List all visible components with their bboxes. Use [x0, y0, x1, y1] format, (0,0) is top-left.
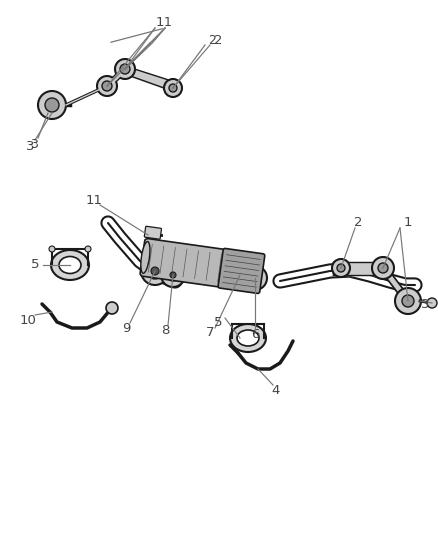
Circle shape	[249, 272, 261, 284]
Ellipse shape	[51, 250, 89, 280]
Text: 10: 10	[20, 314, 36, 327]
Circle shape	[38, 91, 66, 119]
Circle shape	[427, 298, 437, 308]
Text: 2: 2	[354, 215, 362, 229]
Circle shape	[49, 246, 55, 252]
Circle shape	[170, 272, 176, 278]
Circle shape	[169, 84, 177, 92]
Text: 8: 8	[161, 325, 169, 337]
Circle shape	[151, 267, 159, 275]
FancyBboxPatch shape	[140, 239, 230, 287]
Circle shape	[402, 295, 414, 307]
Circle shape	[230, 265, 250, 285]
Ellipse shape	[141, 241, 150, 273]
Circle shape	[372, 257, 394, 279]
Circle shape	[332, 259, 350, 277]
Circle shape	[167, 269, 179, 281]
Ellipse shape	[237, 330, 259, 346]
FancyBboxPatch shape	[145, 227, 162, 239]
Text: 9: 9	[122, 322, 130, 335]
Circle shape	[147, 263, 163, 279]
Text: 3: 3	[30, 139, 38, 151]
Circle shape	[161, 263, 185, 287]
Text: 7: 7	[206, 327, 214, 340]
Circle shape	[115, 59, 135, 79]
Text: 4: 4	[272, 384, 280, 397]
Text: 2: 2	[214, 35, 222, 47]
Text: 2: 2	[208, 34, 216, 46]
Text: 5: 5	[214, 317, 222, 329]
Circle shape	[85, 246, 91, 252]
Ellipse shape	[230, 324, 266, 352]
Circle shape	[395, 288, 421, 314]
Circle shape	[337, 264, 345, 272]
Text: 3: 3	[421, 298, 429, 311]
Text: 3: 3	[26, 140, 34, 152]
Circle shape	[97, 76, 117, 96]
Circle shape	[120, 64, 130, 74]
Text: 1: 1	[404, 216, 412, 230]
Text: 5: 5	[31, 259, 39, 271]
Circle shape	[102, 81, 112, 91]
Circle shape	[243, 266, 267, 290]
Circle shape	[141, 257, 169, 285]
Circle shape	[45, 98, 59, 112]
Circle shape	[106, 302, 118, 314]
Text: 11: 11	[85, 193, 102, 206]
Text: 6: 6	[251, 327, 259, 341]
Circle shape	[164, 79, 182, 97]
Text: 1: 1	[164, 17, 172, 29]
Text: 1: 1	[156, 17, 164, 29]
Ellipse shape	[59, 256, 81, 273]
FancyBboxPatch shape	[218, 248, 265, 294]
Circle shape	[378, 263, 388, 273]
